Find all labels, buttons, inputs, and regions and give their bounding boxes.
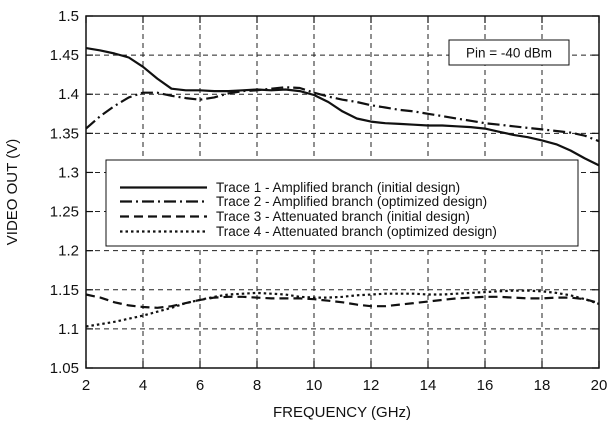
- y-tick-label: 1.45: [50, 47, 79, 64]
- legend-label-trace-1: Trace 1 - Amplified branch (initial desi…: [216, 180, 460, 195]
- plot-area-frame: [85, 15, 600, 369]
- y-tick-label: 1.05: [50, 360, 79, 377]
- y-tick-label: 1.25: [50, 204, 79, 221]
- series-lines: [85, 47, 600, 328]
- x-tick-label: 14: [420, 377, 437, 394]
- legend: Trace 1 - Amplified branch (initial desi…: [105, 159, 579, 247]
- legend-label-trace-3: Trace 3 - Attenuated branch (initial des…: [216, 209, 470, 224]
- y-tick-label: 1.4: [58, 86, 79, 103]
- x-tick-label: 6: [196, 377, 204, 394]
- x-axis-title: FREQUENCY (GHz): [273, 404, 411, 421]
- y-tick-label: 1.35: [50, 125, 79, 142]
- y-tick-label: 1.1: [58, 321, 79, 338]
- x-tick-label: 10: [306, 377, 323, 394]
- pin-annotation-box: [448, 39, 570, 66]
- series-line-trace-3: [85, 293, 600, 309]
- legend-label-trace-4: Trace 4 - Attenuated branch (optimized d…: [216, 224, 497, 239]
- axis-ticks: 1.05 1.1 1.15 1.2 1.25 1.3 1.35 1.4 1.45 1.5 2 4 6 8 1…: [50, 8, 608, 394]
- y-tick-label: 1.15: [50, 282, 79, 299]
- series-line-trace-1: [85, 47, 600, 167]
- pin-annotation: Pin = -40 dBm: [448, 39, 570, 66]
- x-tick-label: 12: [363, 377, 380, 394]
- y-axis-title: VIDEO OUT (V): [4, 139, 21, 245]
- y-tick-label: 1.2: [58, 243, 79, 260]
- y-tick-label: 1.3: [58, 164, 79, 181]
- x-tick-label: 8: [253, 377, 261, 394]
- pin-annotation-text: Pin = -40 dBm: [466, 46, 552, 61]
- legend-label-trace-2: Trace 2 - Amplified branch (optimized de…: [216, 194, 487, 209]
- series-line-trace-4: [85, 289, 600, 328]
- x-tick-label: 20: [591, 377, 608, 394]
- x-tick-label: 16: [477, 377, 494, 394]
- x-tick-label: 2: [82, 377, 90, 394]
- legend-box: [105, 159, 579, 247]
- x-tick-label: 4: [139, 377, 147, 394]
- x-tick-label: 18: [534, 377, 551, 394]
- y-tick-label: 1.5: [58, 8, 79, 25]
- series-line-trace-2: [85, 86, 600, 143]
